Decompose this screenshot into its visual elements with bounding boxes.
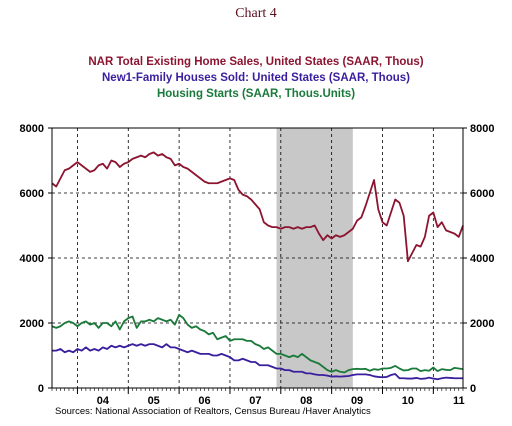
y-tick-label-left: 6000 — [20, 188, 44, 200]
y-tick-label-left: 0 — [38, 383, 44, 395]
y-tick-label-right: 8000 — [470, 123, 494, 135]
y-tick-label-right: 4000 — [470, 253, 494, 265]
x-tick-label: 04 — [97, 395, 110, 407]
source-note: Sources: National Association of Realtor… — [55, 406, 371, 417]
y-tick-label-right: 0 — [470, 383, 476, 395]
x-tick-label: 05 — [148, 395, 160, 407]
x-tick-label: 07 — [249, 395, 261, 407]
x-tick-label: 09 — [351, 395, 363, 407]
legend-existing-home-sales: NAR Total Existing Home Sales, United St… — [88, 56, 424, 68]
plot-frame — [51, 127, 464, 389]
series-line-0 — [51, 151, 464, 263]
legend-new-home-sales: New1-Family Houses Sold: United States (… — [102, 72, 410, 84]
y-tick-label-right: 2000 — [470, 318, 494, 330]
y-tick-label-left: 2000 — [20, 318, 44, 330]
y-tick-label-right: 6000 — [470, 188, 494, 200]
x-tick-label: 10 — [402, 395, 414, 407]
y-tick-label-left: 4000 — [20, 253, 44, 265]
x-tick-label: 08 — [300, 395, 312, 407]
series-line-2 — [51, 313, 464, 374]
x-tick-label: 11 — [453, 395, 465, 407]
page-title: Chart 4 — [235, 6, 277, 21]
y-tick-label-left: 8000 — [20, 123, 44, 135]
series-line-1 — [52, 343, 463, 381]
legend-housing-starts: Housing Starts (SAAR, Thous.Units) — [156, 88, 356, 100]
x-tick-label: 06 — [198, 395, 210, 407]
